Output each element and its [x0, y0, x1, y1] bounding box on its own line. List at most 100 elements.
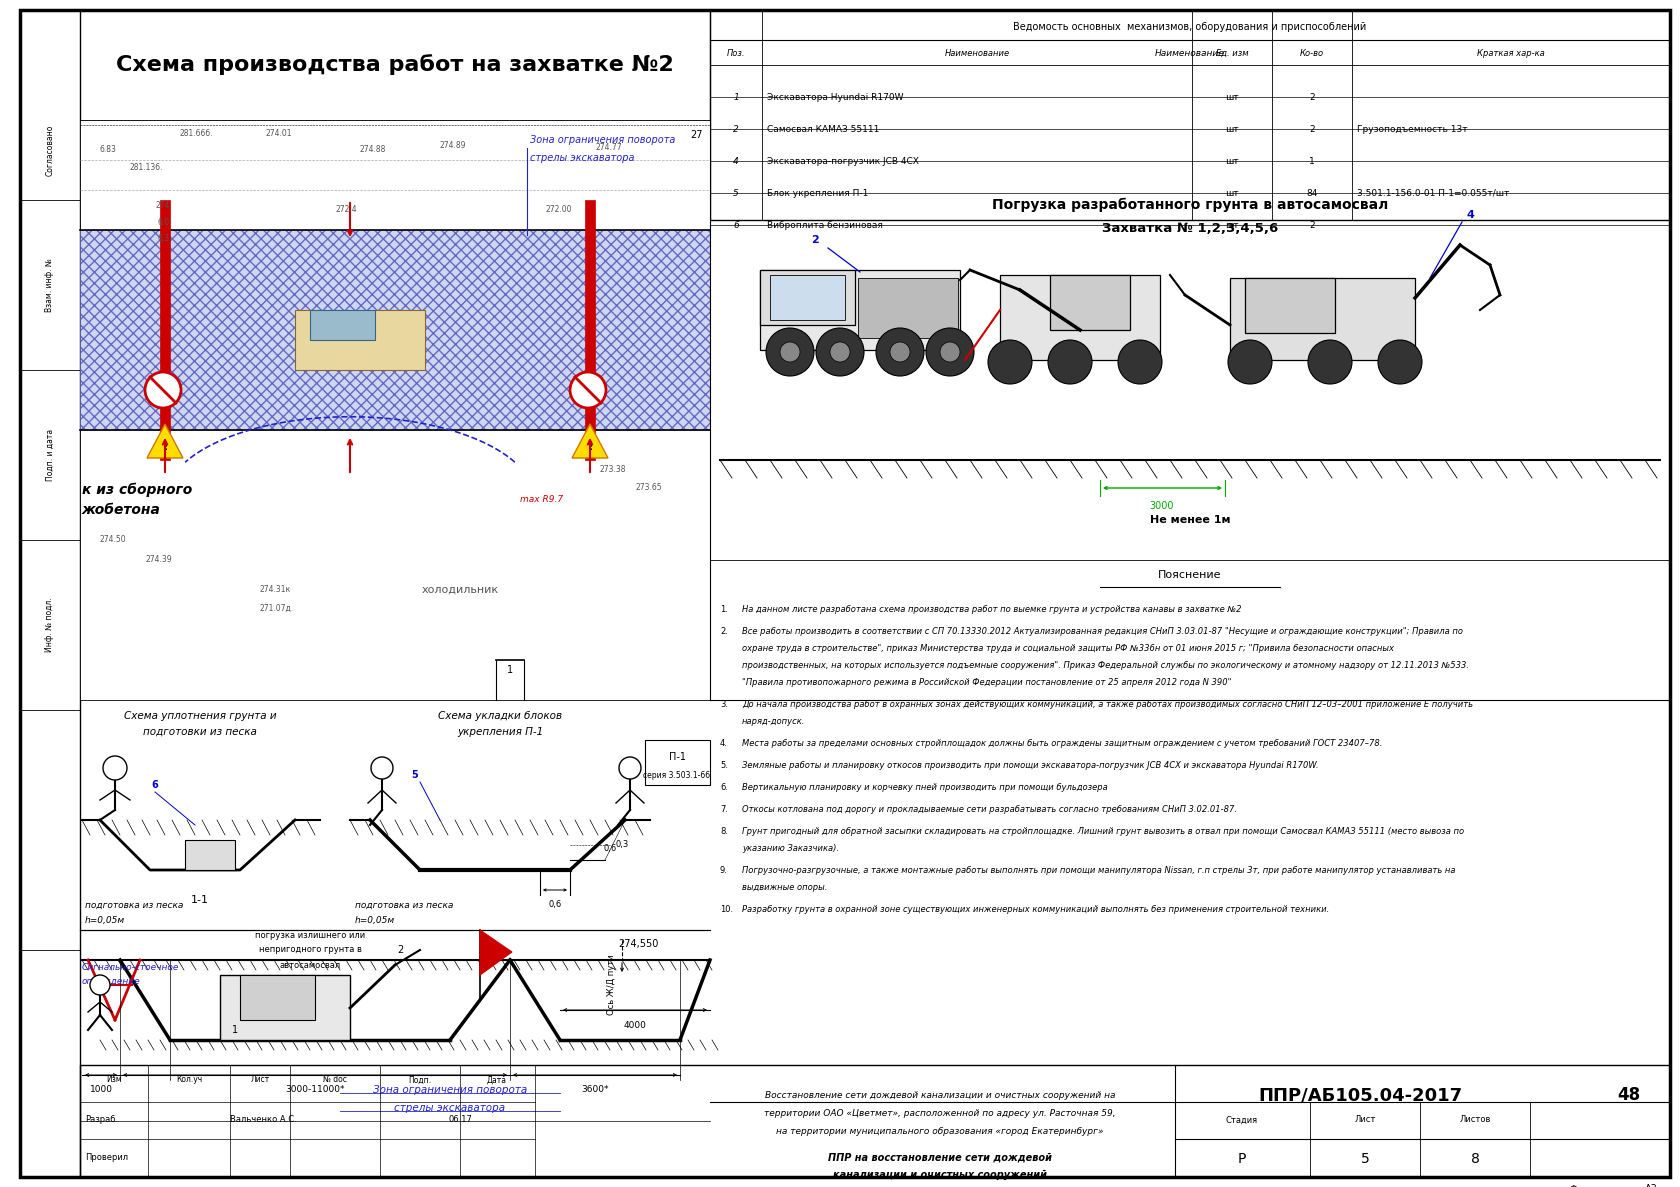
Text: 1-1: 1-1 [192, 895, 208, 904]
Text: охране труда в строительстве", приказ Министерства труда и социальной защиты РФ : охране труда в строительстве", приказ Ми… [743, 645, 1394, 653]
Circle shape [1117, 339, 1163, 385]
Polygon shape [148, 424, 183, 458]
Circle shape [816, 328, 864, 376]
Circle shape [890, 342, 911, 362]
Bar [296, 310, 425, 370]
Text: Схема укладки блоков: Схема укладки блоков [438, 711, 563, 721]
Text: непригодного грунта в: непригодного грунта в [259, 946, 361, 954]
Text: "Правила противопожарного режима в Российской Федерации постановление от 25 апре: "Правила противопожарного режима в Росси… [743, 678, 1231, 687]
Text: Листов: Листов [1460, 1116, 1490, 1124]
Text: 274.01: 274.01 [265, 128, 292, 138]
Bar [711, 9, 1670, 220]
Text: Схема производства работ на захватке №2: Схема производства работ на захватке №2 [116, 55, 674, 76]
Text: территории ОАО «Цветмет», расположенной по адресу ул. Расточная 59,: территории ОАО «Цветмет», расположенной … [764, 1109, 1116, 1117]
Text: стрелы экскаватора: стрелы экскаватора [395, 1103, 506, 1113]
Text: Все работы производить в соответствии с СП 70.13330.2012 Актуализированная редак: Все работы производить в соответствии с … [743, 627, 1463, 636]
Circle shape [875, 328, 924, 376]
Text: Схема уплотнения грунта и: Схема уплотнения грунта и [124, 711, 276, 721]
Text: А3: А3 [1645, 1183, 1658, 1187]
Text: Разраб.: Разраб. [86, 1116, 118, 1124]
Text: на территории муниципального образования «город Екатеринбург»: на территории муниципального образования… [776, 1126, 1104, 1136]
Text: 0,6: 0,6 [603, 844, 617, 852]
Text: шт: шт [1225, 189, 1238, 197]
Text: 10.: 10. [721, 904, 732, 914]
Bar [1245, 278, 1336, 334]
Text: 6,3: 6,3 [156, 234, 170, 242]
Text: шт: шт [1225, 93, 1238, 102]
Text: max R9.7: max R9.7 [521, 495, 563, 504]
Circle shape [618, 757, 642, 779]
Text: Зона ограничения поворота: Зона ограничения поворота [529, 135, 675, 145]
Text: 274.: 274. [155, 201, 171, 209]
Text: Вальченко А.С.: Вальченко А.С. [230, 1116, 297, 1124]
Bar [645, 740, 711, 785]
Text: Земляные работы и планировку откосов производить при помощи экскаватора-погрузчи: Земляные работы и планировку откосов про… [743, 761, 1319, 770]
Text: Откосы котлована под дорогу и прокладываемые сети разрабатывать согласно требова: Откосы котлована под дорогу и прокладыва… [743, 805, 1236, 814]
Text: До начала производства работ в охранных зонах действующих коммуникаций, а также : До начала производства работ в охранных … [743, 700, 1473, 709]
Text: На данном листе разработана схема производства работ по выемке грунта и устройст: На данном листе разработана схема произв… [743, 605, 1242, 614]
Text: Зона ограничения поворота: Зона ограничения поворота [373, 1085, 528, 1094]
Bar [240, 975, 316, 1020]
Circle shape [91, 975, 109, 995]
Text: шт: шт [1225, 221, 1238, 229]
Text: 281.136.: 281.136. [129, 164, 163, 172]
Text: Кол.уч: Кол.уч [176, 1075, 202, 1085]
Text: Захватка № 1,2,3,4,5,6: Захватка № 1,2,3,4,5,6 [1102, 222, 1278, 235]
Polygon shape [480, 929, 512, 975]
Text: 273.65: 273.65 [637, 483, 662, 493]
Text: Грунт пригодный для обратной засыпки складировать на стройплощадке. Лишний грунт: Грунт пригодный для обратной засыпки скл… [743, 827, 1465, 836]
Text: 272.00: 272.00 [544, 205, 571, 215]
Text: подготовка из песка: подготовка из песка [86, 901, 183, 909]
Text: 4.: 4. [721, 740, 727, 748]
Text: 3600*: 3600* [581, 1085, 608, 1094]
Text: к из сборного: к из сборного [82, 483, 192, 497]
Text: 1: 1 [1309, 157, 1315, 165]
Text: Разработку грунта в охранной зоне существующих инженерных коммуникаций выполнять: Разработку грунта в охранной зоне сущест… [743, 904, 1329, 914]
Text: Грузоподъемность 13т: Грузоподъемность 13т [1357, 125, 1468, 133]
Text: 5: 5 [732, 189, 739, 197]
Bar [1000, 275, 1159, 360]
Text: 6: 6 [732, 221, 739, 229]
Text: 4: 4 [1467, 210, 1473, 220]
Text: П-1: П-1 [669, 753, 685, 762]
Text: 2: 2 [396, 945, 403, 956]
Circle shape [988, 339, 1032, 385]
Text: Ведомость основных  механизмов, оборудования и приспособлений: Ведомость основных механизмов, оборудова… [1013, 23, 1366, 32]
Text: Лист: Лист [250, 1075, 269, 1085]
Text: Формат: Формат [1571, 1185, 1606, 1187]
Text: 06.17: 06.17 [449, 1116, 472, 1124]
Text: ограждение: ограждение [82, 978, 141, 986]
Text: 274.50: 274.50 [101, 535, 126, 545]
Text: Краткая хар-ка: Краткая хар-ка [1477, 49, 1546, 57]
Text: ППР на восстановление сети дождевой: ППР на восстановление сети дождевой [828, 1153, 1052, 1162]
Circle shape [1309, 339, 1352, 385]
Text: 0,3: 0,3 [615, 840, 628, 850]
Text: Подп. и дата: Подп. и дата [45, 429, 54, 481]
Bar [81, 230, 711, 430]
Text: производственных, на которых используется подъемные сооружения". Приказ Федераль: производственных, на которых используетс… [743, 661, 1468, 669]
Text: h=0,05м: h=0,05м [86, 915, 124, 925]
Text: 7.: 7. [721, 805, 727, 814]
Text: 274.88: 274.88 [360, 146, 386, 154]
Text: 0,6: 0,6 [548, 901, 561, 909]
Text: холодильник: холодильник [422, 585, 499, 595]
Text: 6.83: 6.83 [101, 146, 118, 154]
Text: 2: 2 [811, 235, 818, 245]
Text: 1: 1 [732, 93, 739, 102]
Text: Ось Ж/Д пути: Ось Ж/Д пути [608, 954, 617, 1015]
Text: 2: 2 [1309, 93, 1315, 102]
Bar [585, 199, 595, 461]
Text: Блок укрепления П-1: Блок укрепления П-1 [768, 189, 869, 197]
Text: 274.77: 274.77 [595, 144, 622, 152]
Circle shape [830, 342, 850, 362]
Text: 274.39: 274.39 [144, 556, 171, 565]
Text: 5: 5 [1361, 1153, 1369, 1166]
Text: жобетона: жобетона [82, 503, 161, 518]
Text: указанию Заказчика).: указанию Заказчика). [743, 844, 838, 853]
Circle shape [102, 756, 128, 780]
Text: 281.66б.: 281.66б. [180, 128, 213, 138]
Circle shape [780, 342, 800, 362]
Text: Места работы за пределами основных стройплощадок должны быть ограждены защитным : Места работы за пределами основных строй… [743, 740, 1383, 748]
Bar [1230, 278, 1415, 360]
Text: Дата: Дата [487, 1075, 507, 1085]
